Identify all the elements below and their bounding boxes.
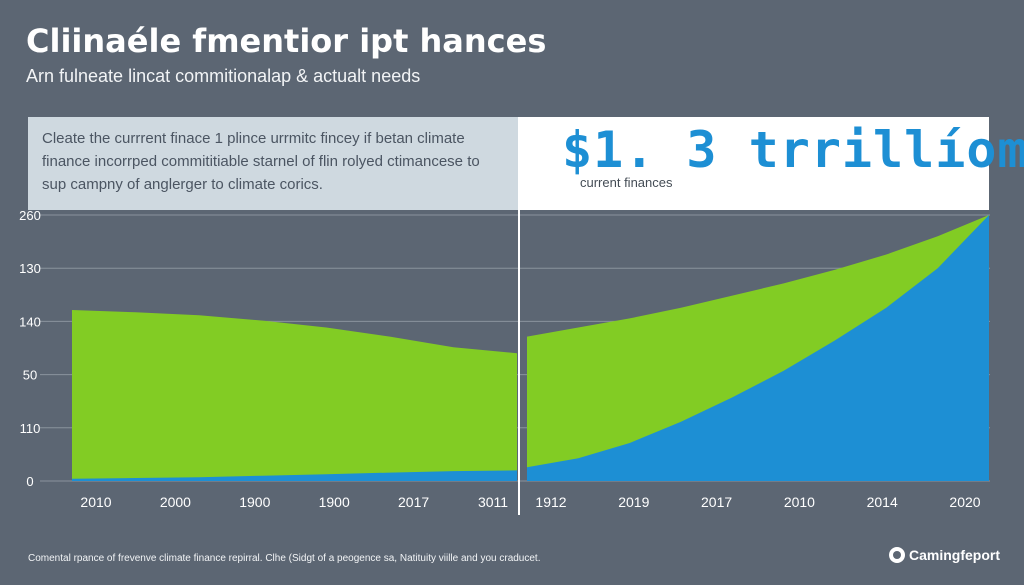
description-line: sup campny of anglerger to climate coric… bbox=[42, 176, 323, 193]
x-tick-label: 1900 bbox=[319, 494, 350, 510]
x-tick-label: 2019 bbox=[618, 494, 649, 510]
x-tick-label: 2020 bbox=[949, 494, 980, 510]
brand-name: Camingfeport bbox=[909, 547, 1000, 563]
highlight-callout: $1. 3 trrillíom: current finances bbox=[518, 117, 1024, 210]
x-tick-label: 2000 bbox=[160, 494, 191, 510]
y-tick-label: 110 bbox=[20, 421, 41, 436]
y-tick-label: 260 bbox=[19, 208, 41, 223]
x-tick-label: 2010 bbox=[80, 494, 111, 510]
y-tick-label: 130 bbox=[19, 261, 41, 276]
area-series-green-panel-1 bbox=[72, 310, 517, 481]
description-box: Cleate the currrent finace 1 plince urrm… bbox=[28, 117, 518, 210]
brand-icon bbox=[889, 547, 905, 563]
footer-note: Comental rpance of frevenve climate fina… bbox=[28, 553, 541, 564]
x-tick-label: 1900 bbox=[239, 494, 270, 510]
description-line: Cleate the currrent finace 1 plince urrm… bbox=[42, 130, 465, 147]
x-tick-label: 1912 bbox=[535, 494, 566, 510]
y-tick-label: 140 bbox=[19, 314, 41, 329]
y-tick-label: 50 bbox=[23, 368, 37, 383]
description-line: finance incorrped commititiable starnel … bbox=[42, 153, 480, 170]
chart-subtitle: Arn fulneate lincat commitionalap & actu… bbox=[26, 66, 421, 86]
x-tick-label: 2010 bbox=[784, 494, 815, 510]
x-tick-label: 3011 bbox=[478, 494, 508, 510]
x-tick-label: 2017 bbox=[701, 494, 732, 510]
x-tick-label: 2014 bbox=[867, 494, 898, 510]
area-series-blue-panel-1 bbox=[72, 470, 517, 481]
highlight-caption: current finances bbox=[580, 175, 673, 190]
brand-logo: Camingfeport bbox=[889, 547, 1000, 563]
x-tick-label: 2017 bbox=[398, 494, 429, 510]
chart-title: Cliinaéle fmentior ipt hances bbox=[26, 22, 547, 60]
area-series-blue-panel-2 bbox=[527, 215, 989, 481]
highlight-value: $1. 3 trrillíom: bbox=[562, 121, 1024, 179]
y-tick-label: 0 bbox=[26, 474, 33, 489]
